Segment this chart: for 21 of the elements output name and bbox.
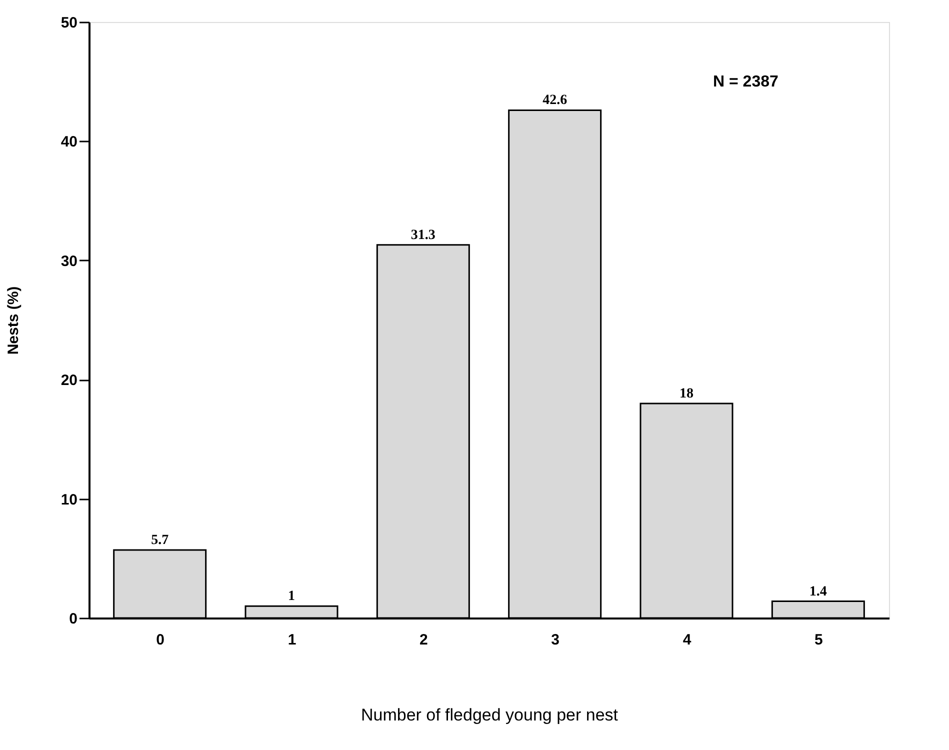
x-tick-label: 3 xyxy=(551,632,560,648)
y-tick-label: 10 xyxy=(60,491,78,508)
x-tick-label: 2 xyxy=(419,632,428,648)
y-tick-label: 40 xyxy=(60,134,78,151)
annotation: N = 2387 xyxy=(713,74,778,91)
y-tick-label: 50 xyxy=(60,14,78,32)
x-tick-label: 5 xyxy=(814,632,823,648)
y-tick-label: 30 xyxy=(60,252,78,270)
data-label: 1 xyxy=(288,589,295,604)
x-axis-title: Number of fledged young per nest xyxy=(360,706,618,724)
data-label: 42.6 xyxy=(542,93,568,108)
data-label: 1.4 xyxy=(809,584,827,600)
x-tick-label: 0 xyxy=(156,632,165,648)
data-label: 5.7 xyxy=(151,533,169,548)
x-tick-label: 4 xyxy=(682,632,692,648)
y-axis-title: Nests (%) xyxy=(4,286,22,355)
x-tick-label: 1 xyxy=(288,632,296,648)
data-label: 18 xyxy=(680,386,694,402)
y-tick-label: 0 xyxy=(69,610,78,628)
y-tick-label: 20 xyxy=(60,372,78,390)
data-label: 31.3 xyxy=(410,228,436,243)
